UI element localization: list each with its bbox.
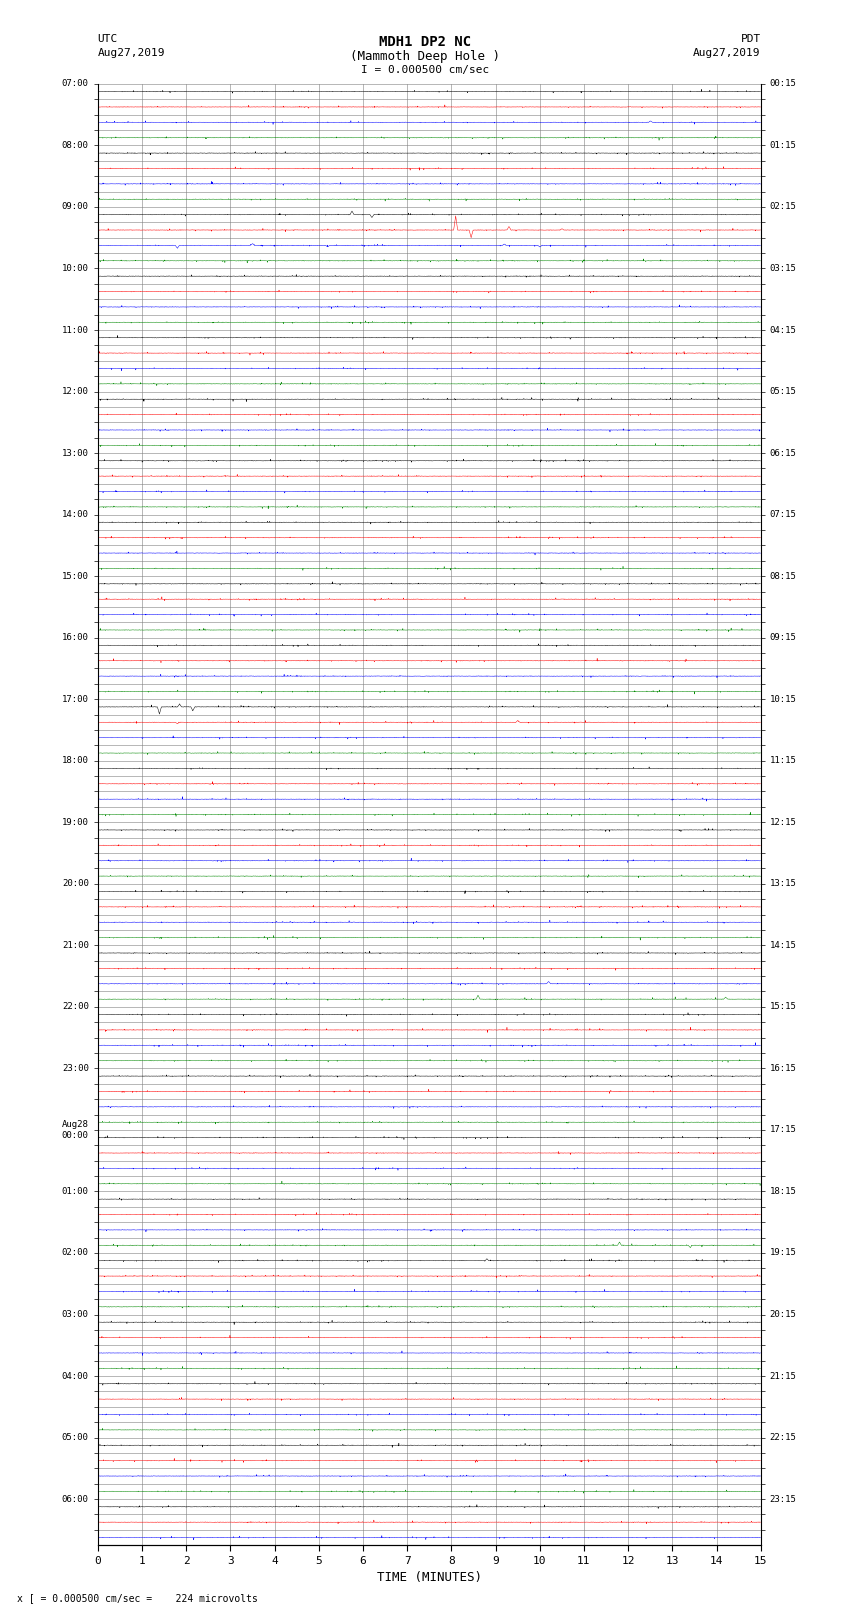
Text: x [ = 0.000500 cm/sec =    224 microvolts: x [ = 0.000500 cm/sec = 224 microvolts [17,1594,258,1603]
Text: UTC: UTC [98,34,118,44]
Text: PDT: PDT [740,34,761,44]
Text: (Mammoth Deep Hole ): (Mammoth Deep Hole ) [350,50,500,63]
Text: I = 0.000500 cm/sec: I = 0.000500 cm/sec [361,65,489,74]
Text: Aug27,2019: Aug27,2019 [694,48,761,58]
X-axis label: TIME (MINUTES): TIME (MINUTES) [377,1571,482,1584]
Text: Aug27,2019: Aug27,2019 [98,48,165,58]
Text: MDH1 DP2 NC: MDH1 DP2 NC [379,35,471,50]
